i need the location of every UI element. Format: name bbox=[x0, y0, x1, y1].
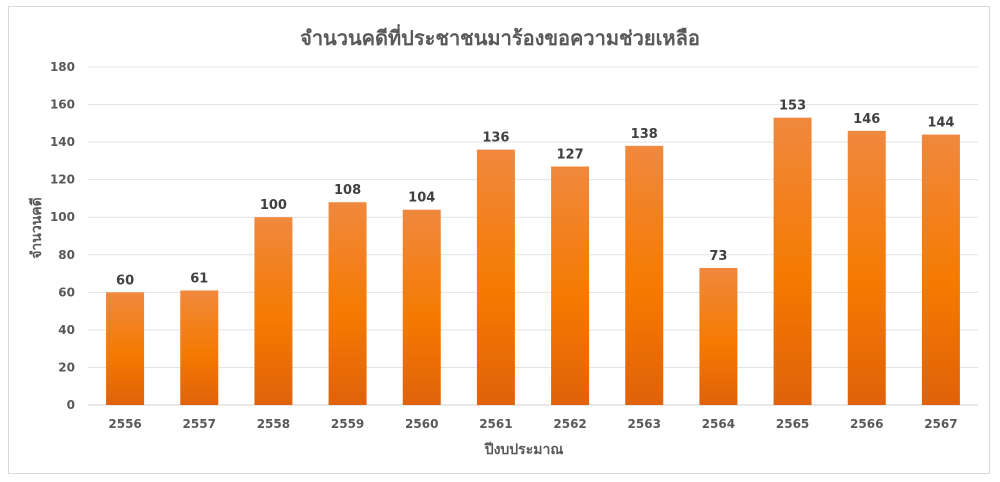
bar-2564 bbox=[699, 267, 738, 405]
y-tick-label: 60 bbox=[58, 285, 75, 299]
bar-2562 bbox=[551, 166, 590, 405]
data-label-2562: 127 bbox=[557, 148, 584, 163]
x-tick-label-2559: 2559 bbox=[331, 417, 364, 431]
gridlines bbox=[88, 66, 978, 406]
data-label-2567: 144 bbox=[927, 116, 954, 131]
y-tick-label: 0 bbox=[67, 398, 75, 412]
x-tick-label-2564: 2564 bbox=[702, 417, 735, 431]
data-label-2564: 73 bbox=[709, 249, 727, 264]
x-tick-labels: 2556 2557 2558 2559 2560 2561 2562 2563 2564 2565… bbox=[108, 417, 957, 431]
x-tick-label-2561: 2561 bbox=[479, 417, 512, 431]
bar-2559 bbox=[328, 202, 367, 405]
x-tick-label-2558: 2558 bbox=[257, 417, 290, 431]
x-tick-label-2557: 2557 bbox=[183, 417, 216, 431]
x-axis-title: ปีงบประมาณ bbox=[483, 442, 563, 458]
bar-2561 bbox=[476, 149, 515, 405]
data-label-2566: 146 bbox=[853, 112, 880, 127]
x-tick-label-2563: 2563 bbox=[628, 417, 661, 431]
y-tick-labels: 0 20 40 60 80 100 120 140 160 180 bbox=[50, 60, 75, 412]
y-tick-label: 120 bbox=[50, 173, 75, 187]
x-tick-label-2556: 2556 bbox=[108, 417, 141, 431]
bar-2566 bbox=[847, 130, 886, 405]
y-tick-label: 140 bbox=[50, 135, 75, 149]
x-tick-label-2566: 2566 bbox=[850, 417, 883, 431]
data-label-2560: 104 bbox=[408, 191, 435, 206]
y-tick-label: 180 bbox=[50, 60, 75, 74]
y-axis-title: จำนวนคดี bbox=[29, 197, 45, 259]
y-tick-label: 160 bbox=[50, 98, 75, 112]
bar-2558 bbox=[254, 217, 293, 405]
bar-2565 bbox=[773, 117, 812, 405]
data-label-2557: 61 bbox=[190, 271, 208, 286]
bar-2556 bbox=[106, 292, 145, 405]
bar-2560 bbox=[402, 209, 441, 405]
data-label-2556: 60 bbox=[116, 273, 134, 288]
data-label-2563: 138 bbox=[631, 127, 658, 142]
bar-2563 bbox=[625, 145, 664, 405]
data-label-2565: 153 bbox=[779, 99, 806, 114]
x-tick-label-2562: 2562 bbox=[553, 417, 586, 431]
data-labels: 60 61 100 108 104 136 127 138 73 153 146 144 bbox=[116, 99, 954, 289]
bars bbox=[106, 117, 960, 405]
y-tick-label: 80 bbox=[58, 248, 75, 262]
data-label-2559: 108 bbox=[334, 183, 361, 198]
data-label-2558: 100 bbox=[260, 198, 287, 213]
x-tick-label-2560: 2560 bbox=[405, 417, 438, 431]
x-tick-label-2565: 2565 bbox=[776, 417, 809, 431]
data-label-2561: 136 bbox=[482, 131, 509, 146]
bar-2557 bbox=[180, 290, 219, 405]
bar-2567 bbox=[921, 134, 960, 405]
y-tick-label: 20 bbox=[58, 360, 75, 374]
chart-title: จำนวนคดีที่ประชาชนมาร้องขอความช่วยเหลือ bbox=[300, 23, 700, 50]
y-tick-label: 40 bbox=[58, 323, 75, 337]
x-tick-label-2567: 2567 bbox=[924, 417, 957, 431]
y-tick-label: 100 bbox=[50, 210, 75, 224]
